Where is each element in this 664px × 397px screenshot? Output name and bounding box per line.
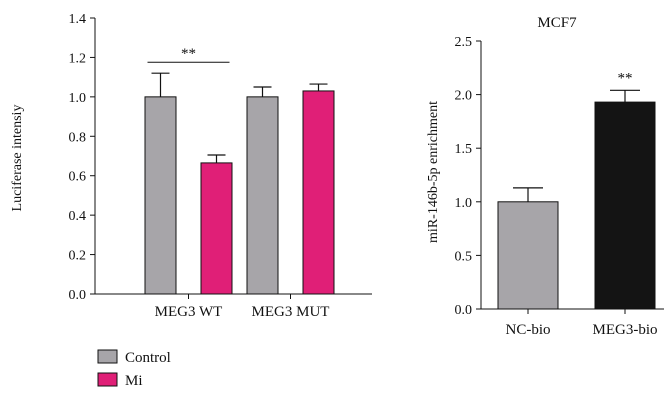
enrichment-bars <box>497 89 656 310</box>
bar <box>246 96 279 295</box>
x-tick-label: MEG3 WT <box>155 304 223 320</box>
significance-marker: ** <box>618 70 633 86</box>
luciferase-y-axis-label: Luciferase intensiy <box>10 105 25 212</box>
luciferase-bars <box>144 72 335 295</box>
y-tick-label: 1.0 <box>455 196 473 211</box>
y-tick-label: 1.4 <box>69 12 87 27</box>
y-tick-label: 1.5 <box>455 142 473 157</box>
y-tick-label: 0.2 <box>69 249 87 264</box>
y-tick-label: 2.0 <box>455 89 473 104</box>
y-tick-label: 0.4 <box>69 209 87 224</box>
x-tick-label: MEG3-bio <box>593 322 658 338</box>
bar <box>200 162 233 295</box>
y-tick-label: 1.2 <box>69 51 87 66</box>
y-tick-label: 0.5 <box>455 249 473 264</box>
luciferase-axes: 0.0 0.2 0.4 0.6 0.8 1.0 1.2 1.4 MEG3 WT MEG3 MUT <box>69 12 372 320</box>
y-tick-label: 0.8 <box>69 130 87 145</box>
bar <box>497 201 559 310</box>
significance-marker: ** <box>181 46 196 62</box>
y-tick-label: 0.0 <box>455 303 473 318</box>
bar <box>302 90 335 295</box>
enrichment-y-axis-label: miR-146b-5p enrichment <box>426 101 441 243</box>
legend-swatch <box>97 372 118 387</box>
luciferase-annotations: ** <box>147 46 230 63</box>
bar <box>144 96 177 295</box>
legend-label: Control <box>125 350 171 366</box>
x-tick-label: NC-bio <box>506 322 551 338</box>
y-tick-label: 1.0 <box>69 91 87 106</box>
y-tick-label: 0.6 <box>69 170 87 185</box>
enrichment-annotations: ** <box>618 70 633 86</box>
enrichment-chart: MCF7 0.0 0.5 1.0 1.5 2.0 2.5 NC-bio MEG3-bio **… <box>426 15 664 338</box>
legend: Control Mi <box>97 349 171 389</box>
legend-swatch <box>97 349 118 364</box>
enrichment-chart-title: MCF7 <box>537 15 577 31</box>
legend-label: Mi <box>125 373 143 389</box>
y-tick-label: 0.0 <box>69 288 87 303</box>
x-tick-label: MEG3 MUT <box>252 304 330 320</box>
y-tick-label: 2.5 <box>455 35 473 50</box>
bar <box>594 101 656 310</box>
